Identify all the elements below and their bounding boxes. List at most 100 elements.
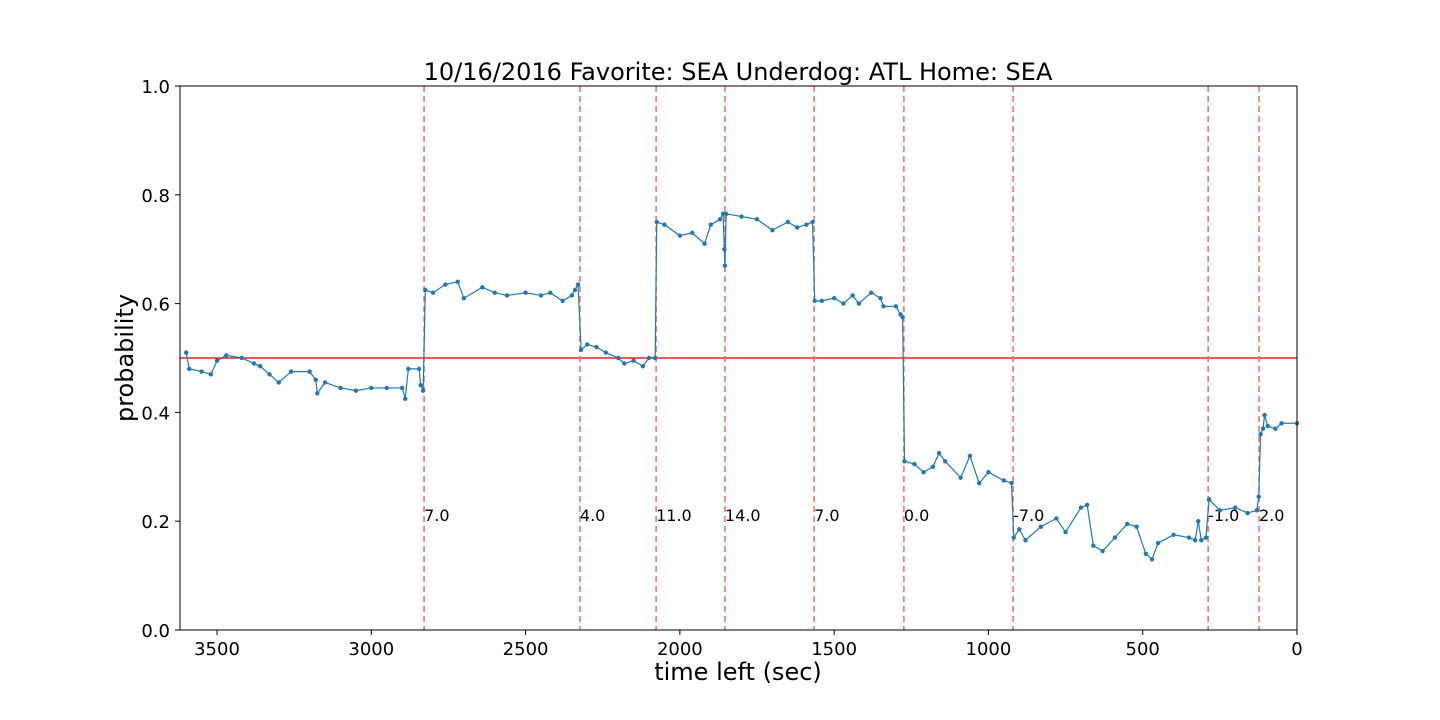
data-point <box>353 388 359 393</box>
x-tick-label: 0 <box>1291 639 1302 660</box>
data-point <box>652 355 658 361</box>
data-point <box>288 369 294 374</box>
data-point <box>1017 527 1022 532</box>
x-tick-label: 3000 <box>348 639 394 660</box>
data-point <box>976 480 982 486</box>
data-point <box>930 464 936 469</box>
data-point <box>603 350 609 355</box>
event-label: 14.0 <box>725 506 761 525</box>
data-point <box>480 285 485 290</box>
data-point <box>631 358 636 363</box>
y-tick-label: 0.2 <box>141 512 170 533</box>
data-point <box>403 396 408 401</box>
data-point <box>569 293 575 298</box>
data-point <box>258 363 263 369</box>
data-point <box>1078 505 1084 510</box>
data-point <box>239 355 244 361</box>
data-point <box>1155 540 1161 546</box>
data-point <box>1171 532 1176 537</box>
event-label: 0.0 <box>904 506 929 525</box>
data-point <box>1001 478 1007 483</box>
data-point <box>1256 494 1261 499</box>
data-point <box>868 290 874 295</box>
data-point <box>492 290 497 295</box>
data-point <box>1233 505 1238 510</box>
data-point <box>418 383 423 388</box>
data-point <box>1203 535 1209 540</box>
data-point <box>307 369 312 374</box>
data-point <box>406 366 411 372</box>
x-tick-label: 1500 <box>811 639 857 660</box>
data-point <box>572 287 578 293</box>
data-point <box>315 391 320 396</box>
event-label: 7.0 <box>814 506 839 525</box>
data-point <box>208 372 214 377</box>
data-point <box>856 301 862 306</box>
data-point <box>878 295 883 301</box>
data-point <box>313 377 318 382</box>
data-point <box>770 227 775 233</box>
data-point <box>1199 538 1204 543</box>
data-point <box>399 385 405 391</box>
data-point <box>455 279 460 285</box>
data-point <box>720 211 726 217</box>
data-point <box>722 247 727 252</box>
y-tick-label: 0.6 <box>141 295 170 316</box>
data-point <box>1262 412 1267 418</box>
plot-frame <box>179 85 1298 631</box>
data-point <box>1260 426 1266 431</box>
data-point <box>538 293 544 298</box>
data-point <box>804 222 809 227</box>
event-label: 4.0 <box>580 506 605 525</box>
data-point <box>504 293 510 298</box>
data-point <box>702 241 707 246</box>
data-point <box>1149 557 1155 562</box>
data-point <box>416 366 422 372</box>
y-axis-label: probability <box>111 294 139 422</box>
data-point <box>1038 524 1044 529</box>
y-tick-label: 0.4 <box>141 403 170 424</box>
data-point <box>754 217 760 222</box>
data-point <box>717 217 723 222</box>
data-point <box>560 298 565 304</box>
data-point <box>1011 535 1016 540</box>
y-tick-label: 0.0 <box>141 621 170 642</box>
data-point <box>967 453 973 459</box>
event-label: -7.0 <box>1013 506 1044 525</box>
series-line <box>185 211 1297 561</box>
data-point <box>1273 426 1278 431</box>
data-point <box>677 233 683 238</box>
data-point <box>187 366 192 372</box>
data-point <box>1143 551 1149 557</box>
data-point <box>1009 480 1014 486</box>
chart-title: 10/16/2016 Favorite: SEA Underdog: ATL H… <box>424 58 1053 86</box>
data-point <box>423 287 428 293</box>
data-point <box>893 304 899 309</box>
data-point <box>943 459 948 464</box>
x-tick-label: 3500 <box>194 639 240 660</box>
data-point <box>739 214 744 219</box>
data-point <box>1206 497 1212 502</box>
data-point <box>654 219 659 225</box>
data-point <box>1125 521 1130 527</box>
data-point <box>1054 516 1059 521</box>
data-point <box>1196 519 1201 524</box>
data-point <box>183 350 189 355</box>
data-point <box>986 470 991 475</box>
x-tick-label: 500 <box>1126 639 1160 660</box>
data-point <box>723 211 729 217</box>
data-point <box>523 290 528 295</box>
data-point <box>902 459 907 464</box>
data-point <box>936 451 942 456</box>
data-point <box>443 282 448 287</box>
data-point <box>384 385 389 391</box>
data-point <box>199 369 204 374</box>
x-axis-label: time left (sec) <box>654 658 822 686</box>
data-point <box>640 363 646 369</box>
data-point <box>921 470 926 475</box>
data-point <box>900 315 905 320</box>
data-point <box>338 385 343 391</box>
data-point <box>585 342 590 347</box>
data-point <box>1186 535 1192 540</box>
